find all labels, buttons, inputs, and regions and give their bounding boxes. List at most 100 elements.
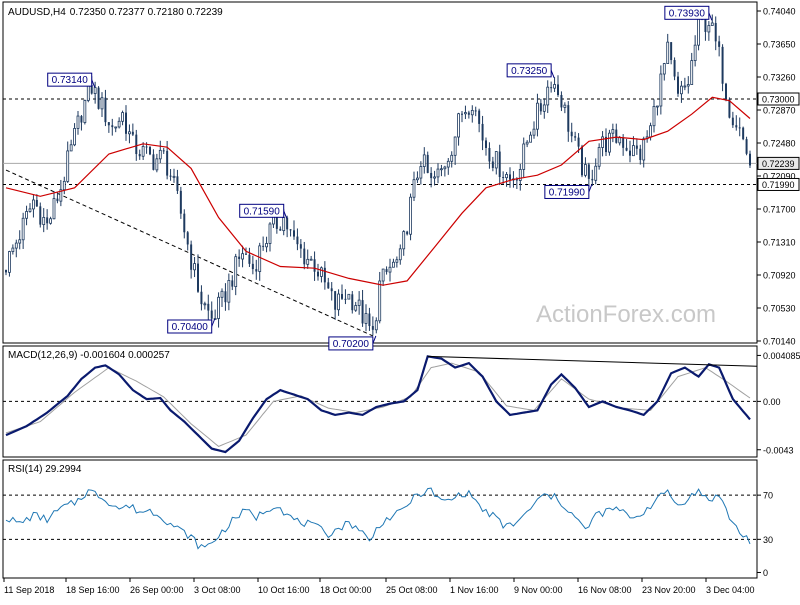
candle-bear (98, 88, 100, 109)
candle-bear (718, 41, 720, 47)
level-label: 0.73000 (762, 95, 795, 105)
candle-bear (560, 95, 562, 107)
candle-bull (523, 144, 525, 169)
candle-bear (742, 128, 744, 140)
time-axis-label: 18 Sep 16:00 (66, 585, 120, 595)
candle-bear (207, 304, 209, 311)
candle-bear (540, 103, 542, 111)
candle-bull (403, 232, 405, 249)
candle-bear (252, 264, 254, 269)
candle-bear (190, 244, 192, 269)
watermark: ActionForex.com (536, 301, 716, 328)
candle-bull (471, 110, 473, 114)
candle-bear (746, 139, 748, 154)
candle-bull (156, 159, 158, 170)
candle-bear (146, 146, 148, 147)
candle-bear (56, 199, 58, 202)
candle-bull (444, 167, 446, 169)
candle-bull (221, 291, 223, 297)
candle-bull (547, 87, 549, 105)
candle-bear (290, 229, 292, 230)
candle-bull (530, 135, 532, 142)
candle-bull (399, 249, 401, 260)
candle-bear (152, 154, 154, 170)
candle-bull (74, 128, 76, 144)
candle-bull (680, 86, 682, 94)
candle-bull (63, 181, 65, 189)
candle-bear (341, 294, 343, 299)
candle-bull (115, 127, 117, 128)
candle-bull (94, 88, 96, 94)
candle-bull (663, 64, 665, 74)
candle-bear (509, 174, 511, 179)
candle-bear (279, 229, 281, 231)
candle-bear (255, 269, 257, 271)
candle-bull (413, 180, 415, 197)
candle-bear (293, 230, 295, 236)
candle-bull (694, 45, 696, 60)
candle-bull (684, 86, 686, 87)
candle-bear (482, 124, 484, 141)
rsi-axis-label: 30 (763, 535, 773, 545)
candle-bear (485, 140, 487, 148)
candle-bear (581, 147, 583, 176)
candle-bear (622, 138, 624, 148)
candle-bear (317, 272, 319, 277)
candle-bull (228, 280, 230, 302)
candle-bull (598, 147, 600, 166)
candle-bear (176, 176, 178, 191)
candle-bear (492, 161, 494, 167)
macd-axis-label: 0.004085 (763, 351, 800, 361)
candle-bear (344, 299, 346, 300)
candle-bull (204, 304, 206, 305)
candle-bear (180, 191, 182, 214)
candle-bear (386, 269, 388, 272)
macd-header: MACD(12,26,9) -0.001604 0.000257 (8, 350, 170, 361)
price-axis-label: 0.71310 (763, 238, 796, 248)
candle-bear (557, 84, 559, 95)
candle-bear (571, 132, 573, 136)
candle-bull (711, 23, 713, 26)
candle-bull (70, 145, 72, 151)
candle-bear (166, 151, 168, 176)
candle-bull (266, 243, 268, 246)
time-axis-label: 3 Dec 04:00 (706, 585, 755, 595)
candle-bear (132, 132, 134, 135)
candle-bull (122, 113, 124, 122)
level-label: 0.71990 (762, 180, 795, 190)
candle-bear (574, 136, 576, 137)
candle-bull (410, 197, 412, 234)
candle-bear (224, 291, 226, 302)
candle-bull (128, 132, 130, 134)
candle-bear (314, 259, 316, 271)
candle-bull (77, 116, 79, 128)
price-axis-label: 0.73260 (763, 73, 796, 83)
candle-bear (231, 280, 233, 286)
price-axis-label: 0.71700 (763, 205, 796, 215)
candle-bear (468, 113, 470, 115)
candle-bear (567, 105, 569, 132)
price-callout-label: 0.71990 (549, 187, 586, 198)
time-axis-label: 25 Oct 08:00 (386, 585, 438, 595)
candle-bull (464, 113, 466, 114)
candle-bear (351, 294, 353, 310)
candle-bull (389, 267, 391, 272)
price-callout-label: 0.73930 (669, 8, 706, 19)
candle-bull (242, 254, 244, 259)
candle-bull (458, 114, 460, 137)
price-axis-label: 0.72870 (763, 106, 796, 116)
candle-bear (406, 232, 408, 235)
candle-bull (643, 139, 645, 160)
candle-bear (725, 84, 727, 100)
candle-bull (454, 137, 456, 155)
candle-bear (286, 218, 288, 230)
candle-bear (461, 114, 463, 115)
candle-bull (338, 294, 340, 310)
candle-bull (564, 105, 566, 107)
candle-bull (495, 152, 497, 168)
candle-bear (5, 270, 7, 272)
candle-bear (296, 237, 298, 245)
candle-bull (656, 106, 658, 107)
candle-bull (142, 146, 144, 156)
